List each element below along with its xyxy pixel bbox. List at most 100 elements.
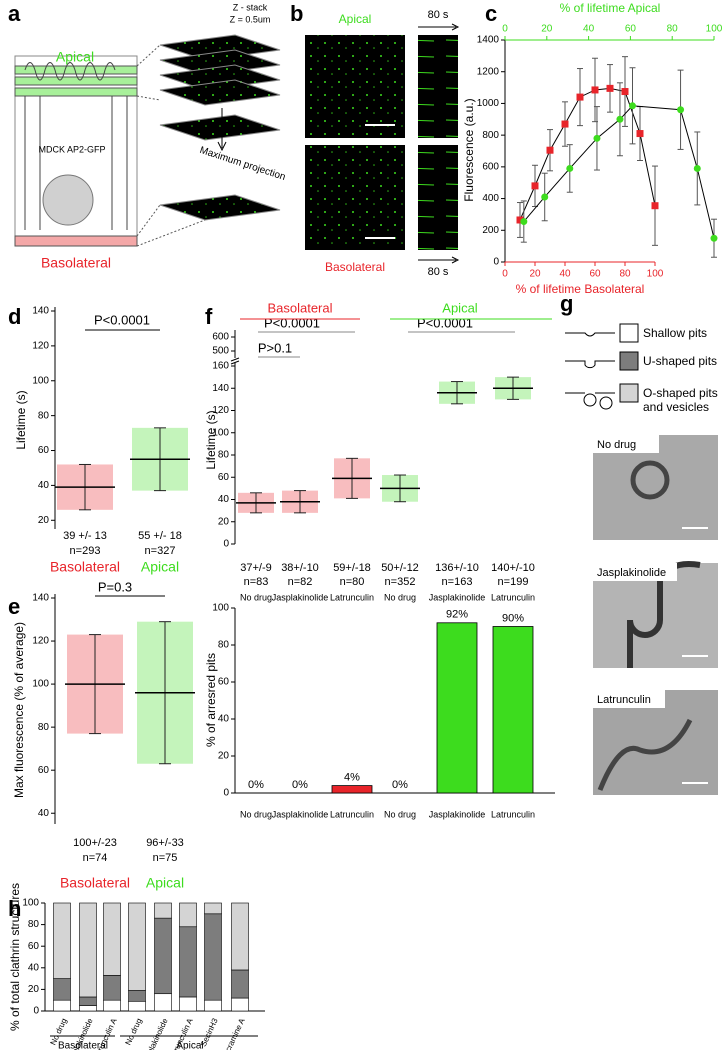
group-label: Basolateral (58, 1041, 108, 1050)
stat-label: 100+/-23 (73, 837, 117, 849)
apical-image (305, 35, 405, 138)
z-slice (159, 64, 281, 91)
bar-segment (231, 969, 249, 999)
z-slice (159, 49, 281, 76)
em-structure (630, 460, 670, 500)
x-axis-title: % of lifetime Basolateral (516, 282, 645, 296)
point (546, 146, 554, 154)
bar-segment (204, 902, 222, 915)
nucleus (42, 174, 94, 226)
stat-label: 39 +/- 13 (63, 530, 107, 542)
stat-label: 50+/-12 (381, 562, 419, 574)
basolateral-image (305, 145, 405, 250)
z-step-label: Z = 0.5um (230, 14, 271, 24)
value-label: 0% (392, 779, 408, 791)
panel-label: h (8, 896, 21, 921)
bar-segment (128, 1000, 146, 1012)
arrow-head (451, 256, 460, 264)
category-label: Basolateral (50, 559, 120, 575)
stat-label: 59+/-18 (333, 562, 371, 574)
category-label: Jasplakinolide (140, 1016, 170, 1050)
panel-label: d (8, 304, 21, 329)
y-tick-label: 60 (218, 472, 230, 483)
n-label: n=74 (83, 852, 108, 864)
point (651, 202, 659, 210)
y-tick-label: 140 (212, 383, 229, 394)
panel-b: b Apical Basolateral 80 s 80 s (290, 1, 460, 278)
y-tick-label: 120 (212, 405, 229, 416)
y-tick-label: 80 (218, 450, 230, 461)
y-tick-label: 40 (28, 962, 40, 973)
group-label: Apical (176, 1041, 203, 1050)
legend-swatch (619, 351, 639, 371)
projection-label: Maximum projection (198, 145, 287, 183)
bar-segment (179, 902, 197, 928)
category-label: Latrunculin (330, 592, 374, 602)
y-axis-title: Lifetime (s) (14, 390, 28, 449)
bar-segment (79, 902, 97, 998)
n-label: n=327 (145, 545, 176, 557)
y-tick-label: 60 (38, 765, 50, 776)
category-label: Apical (141, 559, 179, 575)
apical-plane (14, 76, 138, 86)
point (593, 134, 601, 142)
p-value: P<0.0001 (264, 315, 320, 330)
n-label: n=163 (442, 576, 473, 588)
y-tick-label: 140 (32, 593, 49, 604)
bar-segment (179, 996, 197, 1012)
category-label: Basolateral (60, 875, 130, 891)
panel-label: f (205, 304, 213, 329)
bar-segment (204, 913, 222, 1001)
category-label: Jasplakinolide (429, 592, 486, 602)
category-label: Latrunculin (491, 592, 535, 602)
panel-a: a MDCK AP2-GFP Apical Basolateral Z - st… (8, 1, 287, 271)
category-label: Latrunculin (491, 809, 535, 819)
arrow-head (451, 23, 460, 31)
n-label: n=352 (385, 576, 416, 588)
p-value: P=0.3 (98, 579, 132, 594)
y-tick-label: 60 (218, 677, 230, 688)
y-tick-label: 1000 (477, 98, 500, 109)
y-axis-title: Lifetime (s) (204, 410, 218, 469)
y-tick-label: 20 (218, 516, 230, 527)
category-label: Jasplakinolide (429, 809, 486, 819)
stat-label: 38+/-10 (281, 562, 319, 574)
u-pit-icon (565, 360, 615, 369)
legend-label: U-shaped pits (643, 354, 718, 368)
category-label: Secramine A (219, 1016, 247, 1050)
o-pit-icon (583, 393, 597, 407)
y-tick-label: 40 (38, 808, 50, 819)
x2-tick-label: 100 (706, 24, 723, 35)
y-tick-label: 20 (38, 515, 50, 526)
arrow-head (217, 141, 227, 152)
time-label: 80 s (428, 9, 449, 21)
z-slice (159, 34, 281, 61)
x-tick-label: 100 (647, 269, 664, 280)
y-tick-label: 400 (482, 193, 499, 204)
bar (331, 785, 373, 794)
bar-segment (103, 902, 121, 976)
basal-slice (159, 194, 281, 221)
series-line (523, 105, 715, 239)
panel-label: a (8, 1, 21, 26)
y-tick-label: 1400 (477, 35, 500, 46)
point (616, 115, 624, 123)
stat-label: 136+/-10 (435, 562, 479, 574)
image-label: No drug (597, 439, 636, 451)
z-stack-label: Z - stack (233, 2, 268, 12)
shallow-pit-icon (565, 332, 615, 337)
image-label-box (593, 690, 665, 708)
bar (436, 622, 478, 794)
y-tick-label: 20 (28, 984, 40, 995)
bar-segment (204, 999, 222, 1012)
kymograph (418, 145, 458, 250)
point (621, 88, 629, 96)
bar-segment (128, 902, 146, 991)
y-tick-label: 1200 (477, 66, 500, 77)
bar-segment (154, 917, 172, 995)
point (531, 182, 539, 190)
group-label: Apical (442, 300, 478, 315)
apical-label: Apical (339, 12, 372, 26)
n-label: n=293 (70, 545, 101, 557)
